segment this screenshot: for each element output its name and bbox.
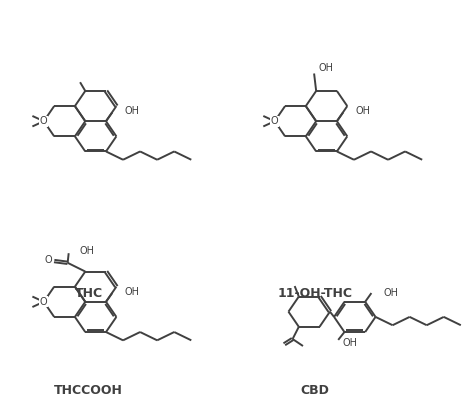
Text: O: O xyxy=(45,255,52,265)
Text: O: O xyxy=(40,297,47,307)
Text: OH: OH xyxy=(343,338,357,348)
Text: CBD: CBD xyxy=(301,384,329,397)
Text: THCCOOH: THCCOOH xyxy=(54,384,123,397)
Text: O: O xyxy=(271,116,279,126)
Text: O: O xyxy=(40,116,47,126)
Text: OH: OH xyxy=(356,106,370,116)
Text: OH: OH xyxy=(319,62,333,72)
Text: OH: OH xyxy=(125,106,139,116)
Text: 11-OH-THC: 11-OH-THC xyxy=(277,286,352,300)
Text: OH: OH xyxy=(383,288,399,298)
Text: THC: THC xyxy=(74,286,103,300)
Text: OH: OH xyxy=(125,287,139,297)
Text: OH: OH xyxy=(80,246,95,256)
